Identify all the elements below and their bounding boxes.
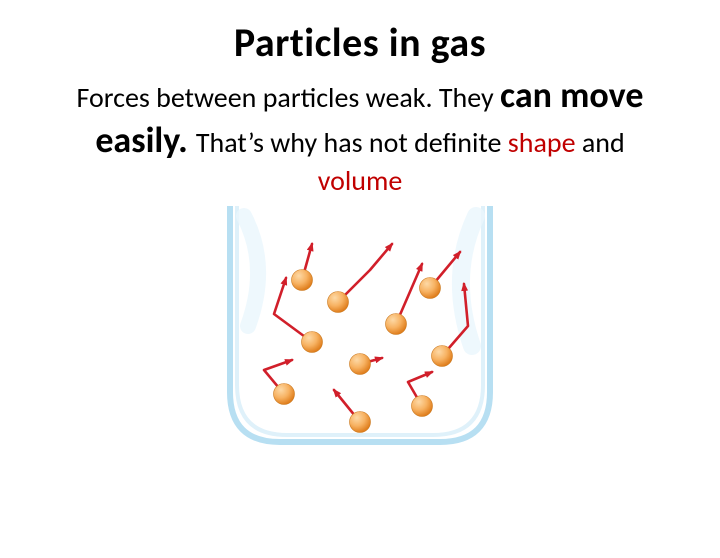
particle <box>350 412 371 433</box>
particle <box>412 396 433 417</box>
desc-segment: and <box>576 125 625 160</box>
particle <box>432 346 453 367</box>
particle <box>350 354 371 375</box>
particle <box>274 384 295 405</box>
description: Forces between particles weak. They can … <box>60 73 660 198</box>
desc-segment: That’s why has not definite <box>196 125 508 160</box>
motion-arrow <box>338 244 392 302</box>
desc-segment: volume <box>318 163 403 198</box>
desc-segment: shape <box>508 125 576 160</box>
container-svg <box>210 206 510 456</box>
container-outline <box>230 206 490 442</box>
page-title: Particles in gas <box>0 18 720 67</box>
particle <box>302 332 323 353</box>
particle <box>420 278 441 299</box>
desc-segment: Forces between particles weak. They <box>77 80 501 115</box>
particle <box>328 292 349 313</box>
particle <box>292 270 313 291</box>
gas-particles-illustration <box>0 206 720 456</box>
particle <box>386 314 407 335</box>
